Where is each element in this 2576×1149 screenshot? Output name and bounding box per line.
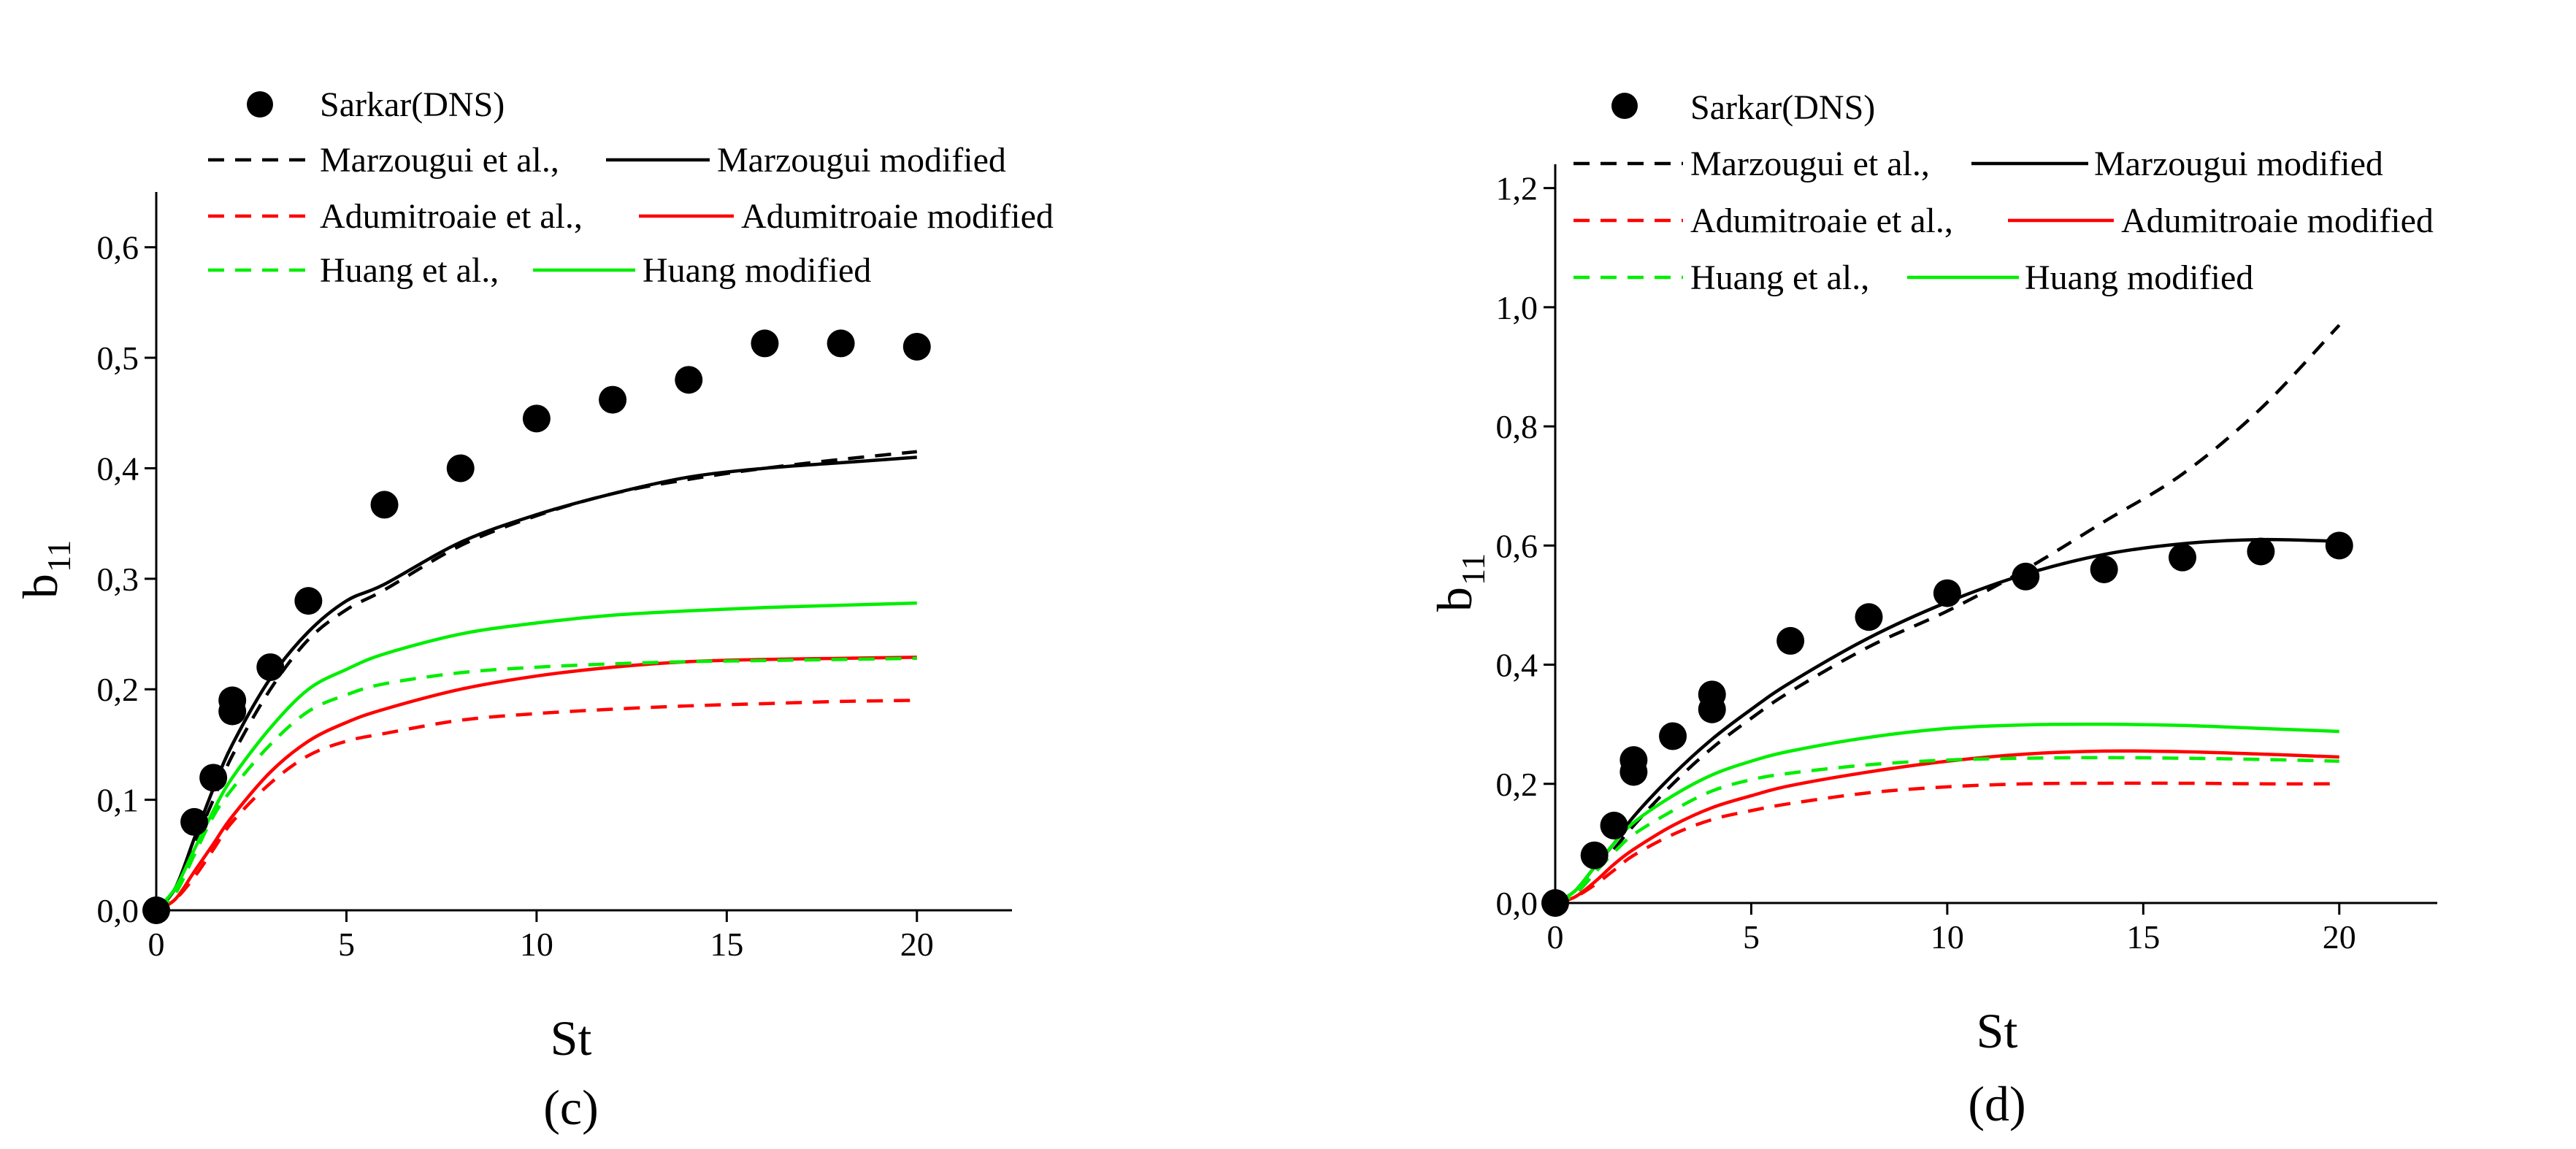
scatter-point bbox=[1776, 626, 1805, 655]
series-line-huang-et-al bbox=[155, 656, 917, 912]
y-tick-label: 1,0 bbox=[1496, 289, 1538, 326]
x-axis-label: St bbox=[1977, 1003, 2018, 1058]
x-tick-label: 0 bbox=[148, 926, 165, 963]
legend-label: Huang et al., bbox=[1690, 258, 1869, 297]
caption: (c) bbox=[543, 1080, 598, 1135]
scatter-point bbox=[180, 807, 209, 836]
ticks-d: 0 5 10 15 20 0,0 0,2 0,4 0,6 0,8 1,0 1,2 bbox=[1496, 170, 2356, 956]
x-tick-label: 10 bbox=[520, 926, 553, 963]
scatter-point bbox=[902, 332, 931, 361]
scatter-point bbox=[1619, 746, 1648, 775]
legend-label: Sarkar(DNS) bbox=[1690, 88, 1875, 127]
y-axis-label-subscript: 11 bbox=[40, 540, 77, 572]
legend-label: Marzougui modified bbox=[2094, 145, 2383, 183]
scatter-point bbox=[1698, 680, 1726, 709]
series-line-adumitroaie-modified bbox=[1555, 749, 2339, 905]
y-axis-label-d: b 11 bbox=[1427, 553, 1492, 612]
x-tick-label: 15 bbox=[710, 926, 743, 963]
scatter-point bbox=[446, 454, 475, 483]
legend-label: Huang modified bbox=[2025, 258, 2253, 297]
scatter-point bbox=[142, 896, 170, 924]
y-tick-label: 0,5 bbox=[97, 339, 139, 377]
legend-d: Sarkar(DNS) Marzougui et al., Marzougui … bbox=[1573, 88, 2434, 297]
legend-label: Marzougui et al., bbox=[1690, 145, 1930, 183]
y-tick-label: 0,0 bbox=[97, 892, 139, 929]
y-axis-label-subscript: 11 bbox=[1454, 553, 1492, 585]
legend-label: Sarkar(DNS) bbox=[320, 85, 505, 124]
scatter-point bbox=[522, 404, 551, 433]
y-axis-label: b bbox=[12, 574, 68, 599]
x-tick-label: 0 bbox=[1547, 918, 1564, 956]
legend-label: Huang modified bbox=[643, 251, 871, 290]
legend-label: Adumitroaie modified bbox=[741, 197, 1054, 236]
y-tick-label: 0,4 bbox=[1496, 647, 1538, 684]
x-tick-label: 5 bbox=[1743, 918, 1760, 956]
chart-d: Sarkar(DNS) Marzougui et al., Marzougui … bbox=[1427, 88, 2437, 1131]
scatter-point bbox=[2090, 555, 2118, 583]
scatter-point bbox=[599, 385, 627, 414]
scatter-point bbox=[2247, 537, 2275, 566]
y-tick-label: 0,4 bbox=[97, 450, 139, 487]
scatter-point bbox=[256, 653, 285, 681]
chart-c: Sarkar(DNS) Marzougui et al., Marzougui … bbox=[12, 85, 1054, 1135]
scatter-point bbox=[294, 587, 323, 615]
series-line-huang-et-al bbox=[1555, 756, 2339, 905]
y-tick-label: 0,2 bbox=[97, 671, 139, 708]
scatter-point bbox=[751, 329, 779, 358]
series-line-marzougui-modified bbox=[155, 456, 917, 912]
scatter-point bbox=[370, 491, 399, 519]
scatter-point bbox=[2012, 562, 2040, 591]
y-tick-label: 0,6 bbox=[1496, 527, 1538, 564]
legend-label: Huang et al., bbox=[320, 251, 499, 290]
x-tick-label: 5 bbox=[338, 926, 355, 963]
scatter-point bbox=[1855, 603, 1883, 631]
series-line-huang-modified bbox=[155, 601, 917, 912]
x-axis-label: St bbox=[551, 1010, 592, 1066]
legend-label: Adumitroaie et al., bbox=[320, 197, 583, 236]
y-tick-label: 0,0 bbox=[1496, 885, 1538, 922]
legend-label: Adumitroaie modified bbox=[2121, 201, 2434, 240]
legend-scatter-marker bbox=[1611, 93, 1638, 119]
scatter-point bbox=[1600, 811, 1628, 839]
scatter-point bbox=[675, 366, 703, 394]
legend-scatter-marker bbox=[247, 91, 273, 118]
y-tick-label: 1,2 bbox=[1496, 170, 1538, 207]
scatter-point bbox=[827, 329, 855, 358]
legend-label: Adumitroaie et al., bbox=[1690, 201, 1953, 240]
series-line-adumitroaie-et-al bbox=[1555, 781, 2339, 905]
x-tick-label: 20 bbox=[2323, 918, 2356, 956]
y-axis-label: b bbox=[1427, 587, 1482, 612]
y-tick-label: 0,6 bbox=[97, 229, 139, 266]
scatter-point bbox=[218, 686, 247, 715]
points-d bbox=[1541, 531, 2353, 917]
x-tick-label: 10 bbox=[1931, 918, 1964, 956]
y-tick-label: 0,1 bbox=[97, 782, 139, 819]
legend-c: Sarkar(DNS) Marzougui et al., Marzougui … bbox=[208, 85, 1054, 290]
scatter-point bbox=[199, 764, 228, 792]
scatter-point bbox=[1541, 889, 1569, 917]
series-c bbox=[155, 450, 918, 912]
legend-label: Marzougui modified bbox=[717, 141, 1006, 180]
caption: (d) bbox=[1968, 1076, 2025, 1131]
scatter-point bbox=[2169, 543, 2197, 572]
scatter-point bbox=[1659, 722, 1687, 750]
scatter-point bbox=[1580, 841, 1609, 869]
series-line-huang-modified bbox=[1554, 722, 2339, 904]
scatter-point bbox=[2325, 531, 2353, 560]
series-line-adumitroaie-et-al bbox=[155, 699, 917, 912]
x-tick-label: 15 bbox=[2126, 918, 2160, 956]
scatter-point bbox=[1933, 579, 1961, 607]
legend-label: Marzougui et al., bbox=[320, 141, 559, 180]
y-tick-label: 0,8 bbox=[1496, 408, 1538, 445]
x-tick-label: 20 bbox=[900, 926, 934, 963]
y-axis-label-c: b 11 bbox=[12, 540, 77, 599]
series-line-marzougui-et-al bbox=[1555, 323, 2341, 905]
points-c bbox=[142, 329, 931, 924]
y-tick-label: 0,2 bbox=[1496, 766, 1538, 803]
series-d bbox=[1554, 323, 2341, 905]
ticks-c: 0 5 10 15 20 0,0 0,1 0,2 0,3 0,4 0,5 0,6 bbox=[97, 229, 934, 963]
y-tick-label: 0,3 bbox=[97, 561, 139, 598]
